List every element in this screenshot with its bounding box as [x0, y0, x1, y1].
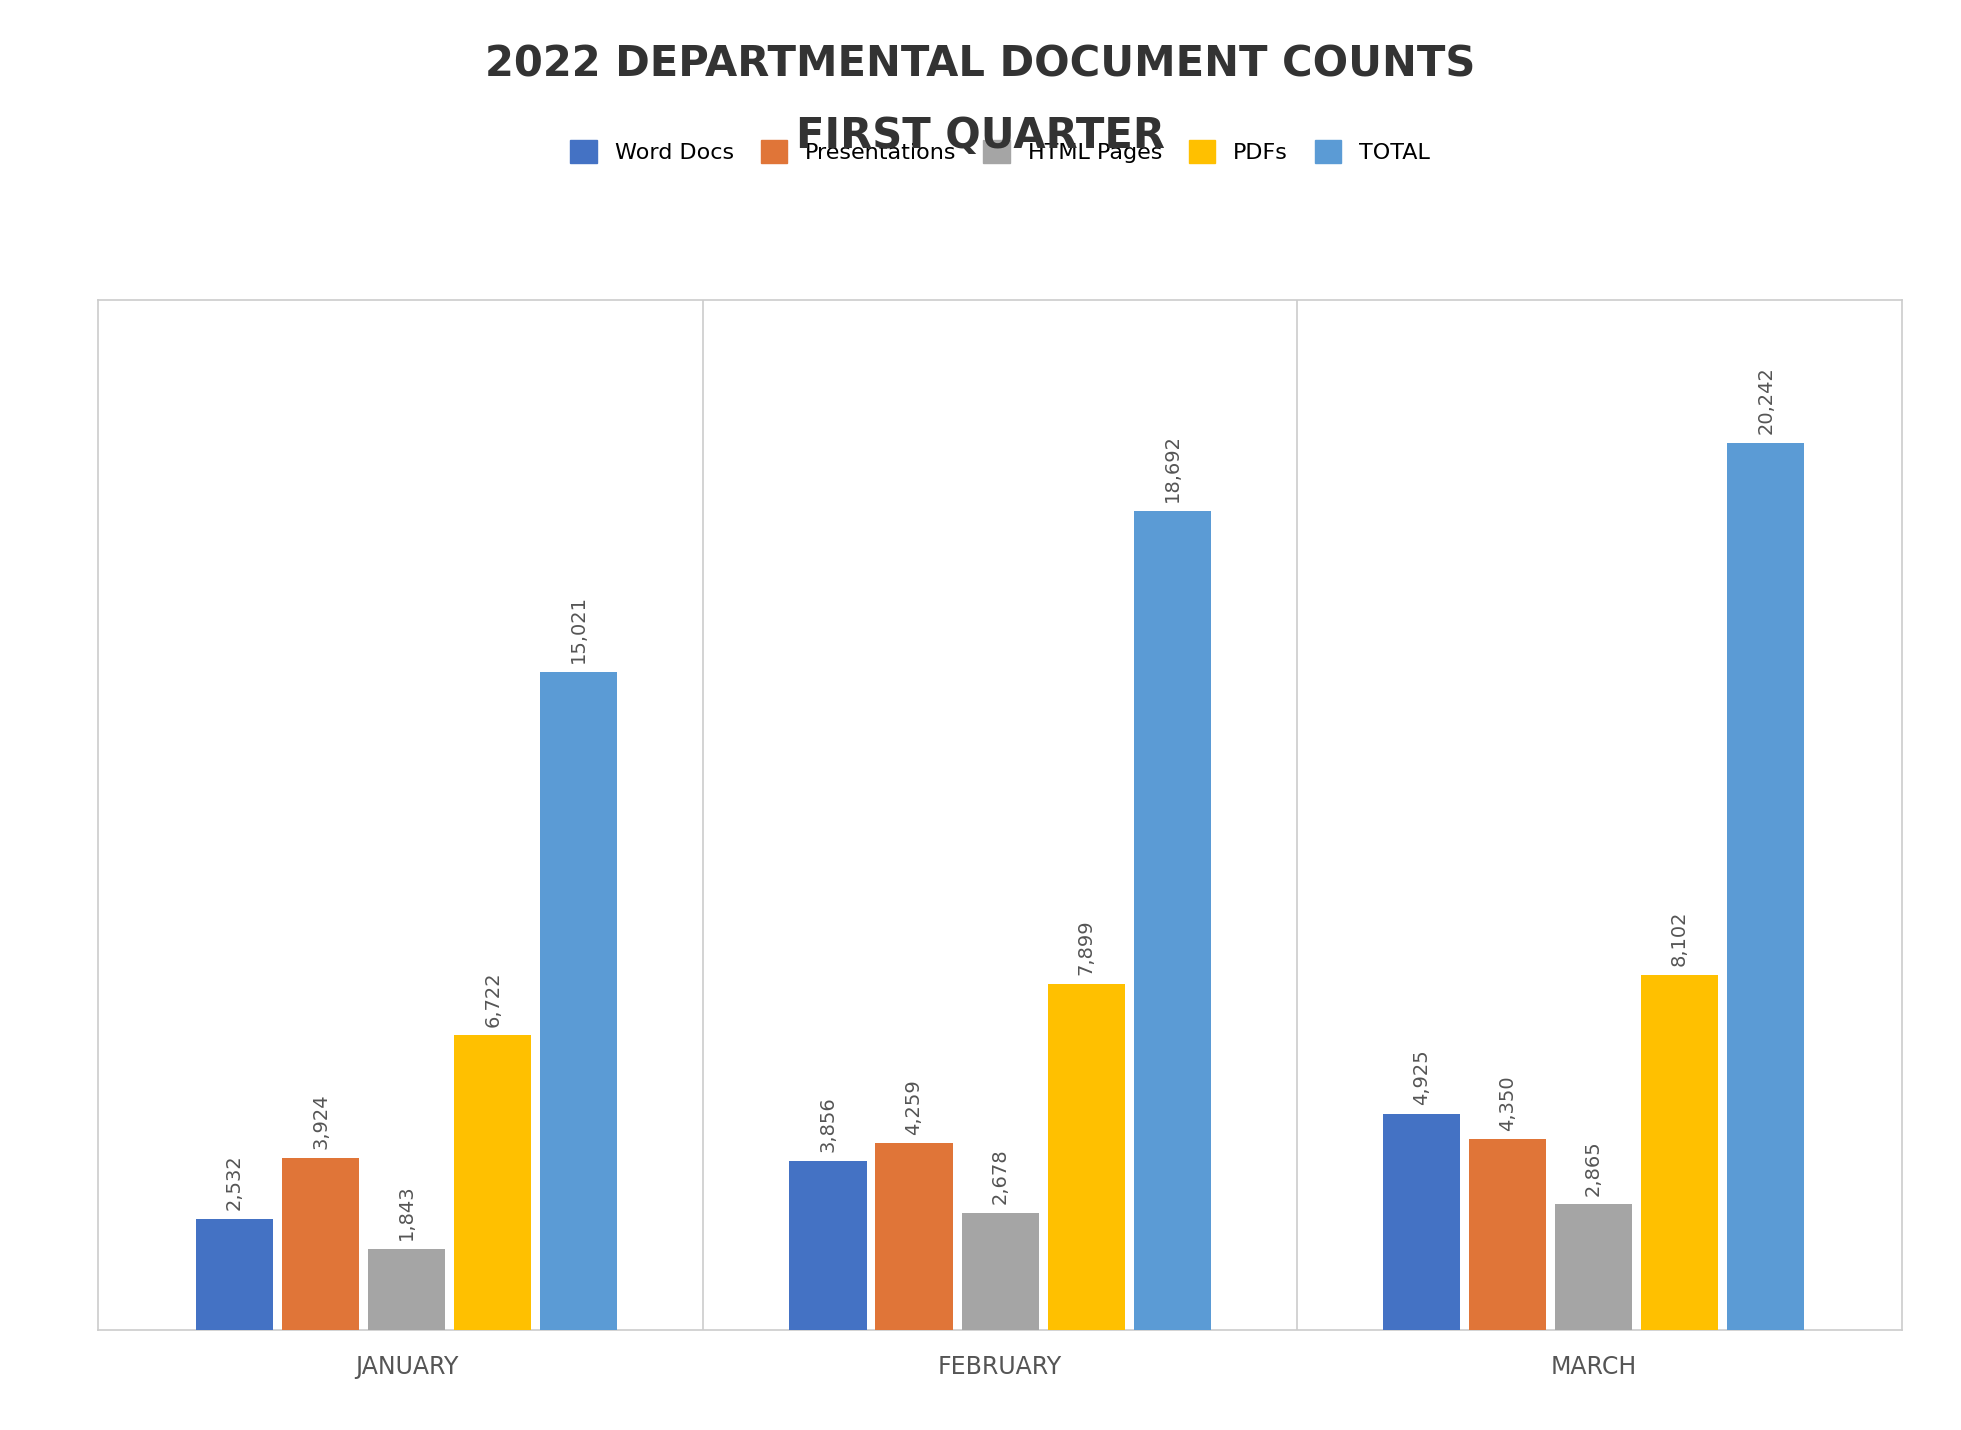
Bar: [1469, 1140, 1545, 1330]
Text: FIRST QUARTER: FIRST QUARTER: [796, 114, 1165, 157]
Text: 2,865: 2,865: [1584, 1140, 1602, 1195]
Text: 1,843: 1,843: [398, 1185, 416, 1240]
Text: 18,692: 18,692: [1163, 435, 1182, 502]
Text: 2,532: 2,532: [226, 1154, 243, 1210]
Text: 8,102: 8,102: [1671, 911, 1688, 967]
Text: 15,021: 15,021: [569, 595, 588, 664]
Bar: [1728, 443, 1804, 1330]
Bar: [1047, 984, 1126, 1330]
Bar: [1641, 975, 1718, 1330]
Bar: [790, 1161, 867, 1330]
Text: 7,899: 7,899: [1077, 919, 1096, 975]
Bar: [1133, 511, 1210, 1330]
Bar: [875, 1144, 953, 1330]
Text: 4,925: 4,925: [1412, 1050, 1432, 1105]
Text: 2022 DEPARTMENTAL DOCUMENT COUNTS: 2022 DEPARTMENTAL DOCUMENT COUNTS: [484, 43, 1477, 86]
Text: 4,350: 4,350: [1498, 1075, 1518, 1131]
Bar: [1383, 1114, 1461, 1330]
Bar: [961, 1213, 1039, 1330]
Text: 20,242: 20,242: [1757, 366, 1775, 435]
Bar: [196, 1218, 273, 1330]
Text: 2,678: 2,678: [990, 1148, 1010, 1204]
Bar: [282, 1158, 359, 1330]
Legend: Word Docs, Presentations, HTML Pages, PDFs, TOTAL: Word Docs, Presentations, HTML Pages, PD…: [561, 132, 1439, 172]
Bar: [369, 1250, 445, 1330]
Text: 6,722: 6,722: [482, 971, 502, 1027]
Bar: [539, 672, 618, 1330]
Text: 3,924: 3,924: [312, 1094, 329, 1150]
Text: 4,259: 4,259: [904, 1078, 924, 1134]
Bar: [1555, 1204, 1632, 1330]
Text: 3,856: 3,856: [818, 1097, 837, 1153]
Bar: [455, 1035, 531, 1330]
